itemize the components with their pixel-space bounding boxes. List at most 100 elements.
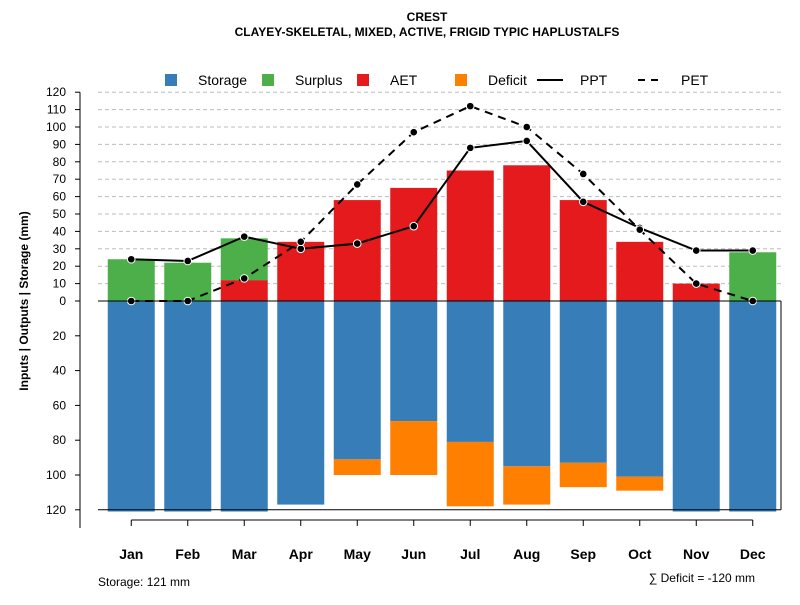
storage-bar <box>503 301 551 467</box>
y-tick-label: 120 <box>46 503 66 517</box>
y-tick-label: 80 <box>53 155 67 169</box>
grid-lines <box>98 91 781 285</box>
y-tick-label: 50 <box>53 207 67 221</box>
ppt-point <box>748 246 758 255</box>
y-tick-label: 100 <box>46 120 66 134</box>
aet-bar <box>446 170 494 301</box>
aet-bar <box>333 200 381 301</box>
legend-label: PET <box>681 72 709 88</box>
pet-point <box>352 180 362 189</box>
x-tick-label: Dec <box>740 546 766 562</box>
ppt-line <box>131 139 753 262</box>
x-tick-label: Mar <box>232 546 257 562</box>
aet-bar <box>616 241 664 301</box>
y-tick-label: 60 <box>53 398 67 412</box>
y-tick-label: 120 <box>46 85 66 99</box>
pet-point <box>239 274 249 283</box>
series-lines <box>126 101 758 306</box>
x-tick-label: Oct <box>628 546 652 562</box>
pet-point <box>522 122 532 132</box>
storage-footer: Storage: 121 mm <box>98 575 190 589</box>
deficit-bar <box>616 476 664 491</box>
pet-point <box>465 101 475 111</box>
legend-label: Storage <box>198 72 247 88</box>
aet-bar <box>390 187 438 301</box>
y-tick-label: 80 <box>53 433 67 447</box>
y-tick-label: 20 <box>53 259 67 273</box>
ppt-point <box>296 244 306 254</box>
aet-bar <box>672 283 720 301</box>
ppt-point <box>465 143 475 153</box>
x-tick-label: Jun <box>401 546 426 562</box>
pet-point <box>296 237 306 247</box>
storage-bar <box>107 301 155 512</box>
storage-bar <box>220 301 268 512</box>
ppt-point <box>183 256 193 266</box>
y-tick-label: 90 <box>53 137 67 151</box>
chart-title: CREST <box>407 10 448 24</box>
storage-bar <box>559 301 607 463</box>
pet-line <box>131 105 754 302</box>
legend-label: Deficit <box>488 72 527 88</box>
legend-swatch <box>455 74 467 86</box>
x-tick-label: Apr <box>289 546 314 562</box>
chart-subtitle: CLAYEY-SKELETAL, MIXED, ACTIVE, FRIGID T… <box>235 25 620 39</box>
deficit-bar <box>390 421 438 475</box>
deficit-bar <box>559 462 607 488</box>
storage-bar <box>277 301 325 505</box>
storage-bar <box>616 301 664 477</box>
surplus-bar <box>107 259 155 301</box>
legend-swatch <box>357 74 369 86</box>
legend-swatch <box>262 74 274 86</box>
x-tick-label: Nov <box>683 546 710 562</box>
deficit-footer: ∑ Deficit = -120 mm <box>649 571 755 585</box>
x-tick-label: Jan <box>119 546 143 562</box>
deficit-bar <box>446 441 494 507</box>
ppt-point <box>578 197 588 207</box>
y-tick-label: 40 <box>53 224 67 238</box>
legend-label: Surplus <box>295 72 342 88</box>
legend: Storage Surplus AET Deficit PPT PET <box>165 72 709 88</box>
y-tick-label: 40 <box>53 364 67 378</box>
deficit-bar <box>503 466 551 505</box>
pet-point <box>409 127 419 137</box>
x-tick-label: Sep <box>570 546 596 562</box>
legend-label: AET <box>390 72 418 88</box>
ppt-point <box>126 254 136 264</box>
y-tick-label: 20 <box>53 329 67 343</box>
ppt-point <box>691 246 701 255</box>
x-tick-label: Aug <box>513 546 540 562</box>
ppt-point <box>352 239 362 248</box>
storage-bar <box>672 301 720 512</box>
storage-bar <box>446 301 494 442</box>
x-tick-label: Jul <box>460 546 480 562</box>
storage-bar <box>164 301 212 512</box>
aet-bar <box>220 280 268 301</box>
storage-bar <box>390 301 438 422</box>
x-tick-label: Feb <box>175 546 200 562</box>
legend-swatch <box>165 74 177 86</box>
y-tick-label: 10 <box>53 277 67 291</box>
surplus-bar <box>220 238 268 281</box>
ppt-point <box>409 221 419 231</box>
y-tick-label: 30 <box>53 242 67 256</box>
axes: 0 10 20 30 40 50 60 70 80 90 100 110 120 20 40 60 80 100 1… <box>46 85 782 562</box>
y-tick-label: 60 <box>53 190 67 204</box>
deficit-bar <box>333 459 381 475</box>
legend-label: PPT <box>580 72 608 88</box>
x-tick-label: May <box>344 546 371 562</box>
ppt-point <box>522 136 532 146</box>
y-tick-label: 110 <box>47 103 66 117</box>
surplus-bar <box>729 252 777 301</box>
storage-bar <box>729 301 777 512</box>
pet-point <box>578 169 588 179</box>
y-tick-label: 70 <box>53 172 67 186</box>
ppt-point <box>239 232 249 241</box>
aet-bar <box>503 165 551 301</box>
pet-point <box>691 279 701 288</box>
pet-point <box>635 225 645 234</box>
y-tick-label: 0 <box>59 294 66 308</box>
bars <box>107 165 777 512</box>
storage-bar <box>333 301 381 460</box>
